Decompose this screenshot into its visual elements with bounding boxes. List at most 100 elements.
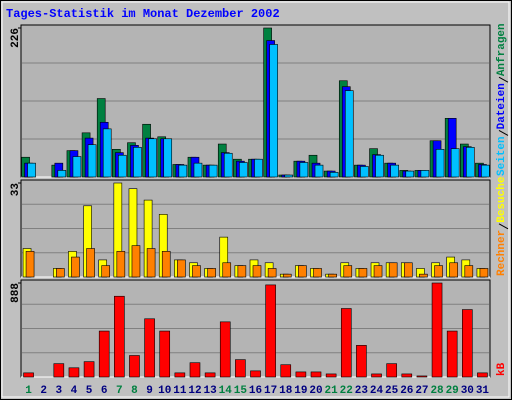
- x-tick-label: 10: [158, 385, 171, 397]
- bar: [328, 273, 337, 278]
- x-tick-label: 1: [25, 385, 32, 397]
- bar: [177, 259, 186, 278]
- bar: [435, 149, 445, 178]
- x-tick-label: 3: [56, 385, 63, 397]
- bar: [146, 248, 156, 278]
- bar: [71, 256, 80, 278]
- x-tick-label: 26: [400, 385, 413, 397]
- bar: [148, 138, 157, 178]
- bar: [269, 44, 278, 178]
- bar: [131, 245, 141, 278]
- bar: [386, 363, 397, 378]
- bar: [282, 273, 292, 278]
- legend-entry: Besuche: [496, 176, 508, 223]
- bar: [219, 321, 231, 378]
- bar: [83, 361, 95, 378]
- bar: [193, 162, 203, 178]
- x-tick-label: 20: [309, 385, 322, 397]
- bar: [116, 251, 126, 278]
- y-tick-label: 226: [10, 28, 22, 48]
- x-tick-label: 19: [294, 385, 307, 397]
- bar: [314, 164, 324, 178]
- bar: [178, 164, 188, 178]
- x-tick-label: 13: [204, 385, 218, 397]
- bar: [174, 372, 186, 378]
- x-tick-label: 30: [461, 385, 474, 397]
- x-tick-label: 2: [40, 385, 47, 397]
- legend-entry: Rechner: [496, 230, 508, 276]
- bar: [358, 268, 368, 278]
- bar: [223, 152, 233, 178]
- bar: [27, 162, 36, 178]
- bar: [344, 90, 354, 178]
- bar: [118, 154, 127, 178]
- bar: [449, 262, 458, 278]
- x-tick-label: 9: [146, 385, 153, 397]
- bar: [446, 330, 458, 378]
- x-tick-label: 24: [370, 385, 384, 397]
- bar: [298, 265, 307, 278]
- x-tick-label: 15: [234, 385, 248, 397]
- bar: [405, 170, 415, 178]
- bar: [313, 268, 322, 278]
- legend-entry: Dateien: [496, 83, 508, 129]
- bar: [237, 265, 247, 278]
- bar: [161, 251, 171, 278]
- bar: [360, 166, 369, 178]
- bar: [57, 170, 67, 178]
- legend-entry: kB: [496, 362, 508, 376]
- bar: [420, 170, 430, 178]
- bar: [295, 371, 307, 378]
- legend: kB: [496, 362, 508, 376]
- bar: [375, 154, 384, 178]
- bar: [310, 371, 322, 378]
- x-tick-label: 8: [131, 385, 138, 397]
- legend-separator: [498, 129, 509, 136]
- x-tick-label: 28: [430, 385, 444, 397]
- bar: [163, 138, 173, 178]
- legend: Seiten Dateien Anfragen: [496, 23, 509, 176]
- bar: [466, 147, 475, 178]
- bar: [208, 164, 218, 178]
- bar: [267, 268, 277, 278]
- chart-title: Tages-Statistik im Monat Dezember 2002: [6, 7, 280, 21]
- x-tick-label: 11: [173, 385, 187, 397]
- bar: [477, 372, 488, 378]
- bar: [72, 156, 82, 178]
- x-tick-label: 12: [188, 385, 201, 397]
- bar: [101, 265, 111, 278]
- x-tick-label: 21: [325, 385, 339, 397]
- x-tick-label: 23: [355, 385, 369, 397]
- bar: [373, 265, 383, 278]
- bar: [98, 330, 110, 378]
- bar: [265, 284, 276, 378]
- y-tick-label: 33: [10, 183, 22, 197]
- x-tick-label: 17: [264, 385, 277, 397]
- legend-separator: [498, 76, 509, 83]
- bar: [25, 251, 35, 278]
- bar: [462, 309, 473, 378]
- bar: [189, 362, 201, 378]
- x-tick-label: 16: [249, 385, 262, 397]
- x-tick-label: 5: [86, 385, 93, 397]
- bar: [431, 282, 443, 378]
- legend-entry: Anfragen: [496, 23, 508, 76]
- bar: [87, 144, 97, 178]
- x-tick-label: 27: [415, 385, 428, 397]
- bar: [250, 370, 261, 378]
- bar: [235, 359, 246, 378]
- bar: [329, 172, 339, 178]
- bar: [388, 262, 398, 278]
- bar: [144, 318, 155, 378]
- bar: [192, 265, 201, 278]
- bar: [419, 273, 428, 278]
- x-tick-label: 6: [101, 385, 108, 397]
- bar: [434, 265, 443, 278]
- bar: [159, 330, 171, 378]
- x-tick-label: 31: [476, 385, 490, 397]
- x-tick-label: 25: [385, 385, 399, 397]
- bar: [299, 162, 309, 178]
